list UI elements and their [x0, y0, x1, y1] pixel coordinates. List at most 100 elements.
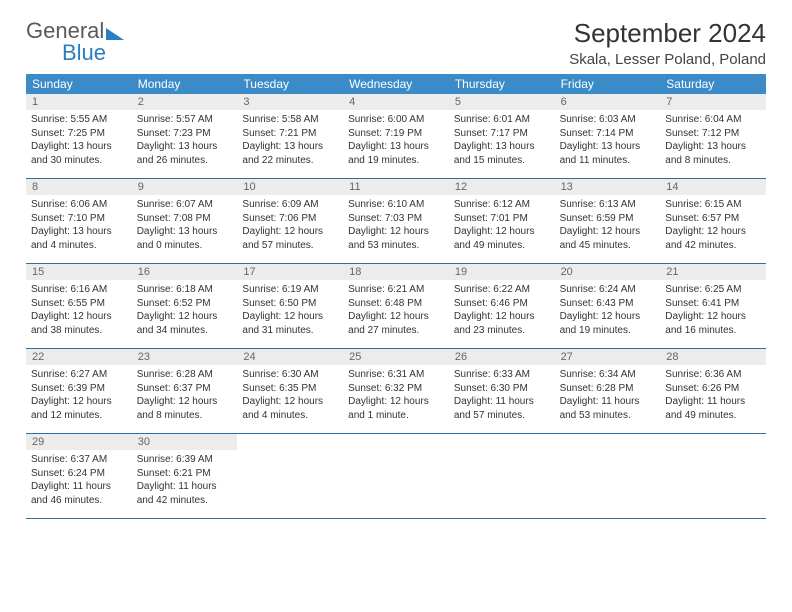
daylight-line: Daylight: 12 hours and 1 minute. — [348, 395, 444, 422]
day-number: 27 — [555, 349, 661, 365]
daylight-line: Daylight: 12 hours and 23 minutes. — [454, 310, 550, 337]
day-body: Sunrise: 6:00 AMSunset: 7:19 PMDaylight:… — [343, 110, 449, 171]
day-cell: 26Sunrise: 6:33 AMSunset: 6:30 PMDayligh… — [449, 349, 555, 433]
daylight-line: Daylight: 13 hours and 26 minutes. — [137, 140, 233, 167]
sunset-line: Sunset: 7:12 PM — [665, 127, 761, 141]
sunset-line: Sunset: 6:59 PM — [560, 212, 656, 226]
sunrise-line: Sunrise: 6:12 AM — [454, 198, 550, 212]
day-number: 21 — [660, 264, 766, 280]
day-number: 11 — [343, 179, 449, 195]
day-body: Sunrise: 6:36 AMSunset: 6:26 PMDaylight:… — [660, 365, 766, 426]
month-title: September 2024 — [569, 18, 766, 49]
daylight-line: Daylight: 13 hours and 11 minutes. — [560, 140, 656, 167]
day-cell — [343, 434, 449, 518]
sunrise-line: Sunrise: 6:27 AM — [31, 368, 127, 382]
day-cell: 30Sunrise: 6:39 AMSunset: 6:21 PMDayligh… — [132, 434, 238, 518]
day-body: Sunrise: 6:16 AMSunset: 6:55 PMDaylight:… — [26, 280, 132, 341]
daylight-line: Daylight: 12 hours and 4 minutes. — [242, 395, 338, 422]
day-body: Sunrise: 6:21 AMSunset: 6:48 PMDaylight:… — [343, 280, 449, 341]
day-body: Sunrise: 5:58 AMSunset: 7:21 PMDaylight:… — [237, 110, 343, 171]
sunset-line: Sunset: 6:46 PM — [454, 297, 550, 311]
daylight-line: Daylight: 12 hours and 34 minutes. — [137, 310, 233, 337]
daylight-line: Daylight: 12 hours and 42 minutes. — [665, 225, 761, 252]
sunrise-line: Sunrise: 6:04 AM — [665, 113, 761, 127]
sunset-line: Sunset: 6:37 PM — [137, 382, 233, 396]
week-row: 29Sunrise: 6:37 AMSunset: 6:24 PMDayligh… — [26, 434, 766, 519]
day-cell: 11Sunrise: 6:10 AMSunset: 7:03 PMDayligh… — [343, 179, 449, 263]
day-cell: 19 Sunrise: 6:22 AMSunset: 6:46 PMDayligh… — [449, 264, 555, 348]
day-cell: 5Sunrise: 6:01 AMSunset: 7:17 PMDaylight… — [449, 94, 555, 178]
daylight-line: Daylight: 12 hours and 19 minutes. — [560, 310, 656, 337]
day-cell: 1Sunrise: 5:55 AMSunset: 7:25 PMDaylight… — [26, 94, 132, 178]
day-body: Sunrise: 6:25 AMSunset: 6:41 PMDaylight:… — [660, 280, 766, 341]
sunrise-line: Sunrise: 6:36 AM — [665, 368, 761, 382]
day-cell: 3Sunrise: 5:58 AMSunset: 7:21 PMDaylight… — [237, 94, 343, 178]
daylight-line: Daylight: 13 hours and 0 minutes. — [137, 225, 233, 252]
day-body: Sunrise: 6:19 AMSunset: 6:50 PMDaylight:… — [237, 280, 343, 341]
sunrise-line: Sunrise: 6:06 AM — [31, 198, 127, 212]
day-cell: 13Sunrise: 6:13 AMSunset: 6:59 PMDayligh… — [555, 179, 661, 263]
day-number: 25 — [343, 349, 449, 365]
week-row: 8Sunrise: 6:06 AMSunset: 7:10 PMDaylight… — [26, 179, 766, 264]
day-number: 13 — [555, 179, 661, 195]
day-number: 6 — [555, 94, 661, 110]
day-cell: 16Sunrise: 6:18 AMSunset: 6:52 PMDayligh… — [132, 264, 238, 348]
sunrise-line: Sunrise: 6:07 AM — [137, 198, 233, 212]
sunrise-line: Sunrise: 6:24 AM — [560, 283, 656, 297]
sunset-line: Sunset: 6:21 PM — [137, 467, 233, 481]
week-row: 15Sunrise: 6:16 AMSunset: 6:55 PMDayligh… — [26, 264, 766, 349]
day-cell: 4Sunrise: 6:00 AMSunset: 7:19 PMDaylight… — [343, 94, 449, 178]
sunset-line: Sunset: 6:39 PM — [31, 382, 127, 396]
daylight-line: Daylight: 12 hours and 12 minutes. — [31, 395, 127, 422]
day-body: Sunrise: 6:34 AMSunset: 6:28 PMDaylight:… — [555, 365, 661, 426]
day-body: Sunrise: 6:10 AMSunset: 7:03 PMDaylight:… — [343, 195, 449, 256]
sunrise-line: Sunrise: 6:21 AM — [348, 283, 444, 297]
daylight-line: Daylight: 13 hours and 15 minutes. — [454, 140, 550, 167]
day-number: 14 — [660, 179, 766, 195]
day-cell: 29Sunrise: 6:37 AMSunset: 6:24 PMDayligh… — [26, 434, 132, 518]
day-number: 19 — [449, 264, 555, 280]
sunset-line: Sunset: 6:55 PM — [31, 297, 127, 311]
day-number: 23 — [132, 349, 238, 365]
day-body: Sunrise: 6:06 AMSunset: 7:10 PMDaylight:… — [26, 195, 132, 256]
header: General Blue September 2024 Skala, Lesse… — [26, 18, 766, 68]
day-body: Sunrise: 6:13 AMSunset: 6:59 PMDaylight:… — [555, 195, 661, 256]
sunset-line: Sunset: 7:21 PM — [242, 127, 338, 141]
day-number: 29 — [26, 434, 132, 450]
sunrise-line: Sunrise: 6:25 AM — [665, 283, 761, 297]
day-body: Sunrise: 6:28 AMSunset: 6:37 PMDaylight:… — [132, 365, 238, 426]
daylight-line: Daylight: 12 hours and 49 minutes. — [454, 225, 550, 252]
daylight-line: Daylight: 12 hours and 53 minutes. — [348, 225, 444, 252]
day-body: Sunrise: 6:09 AMSunset: 7:06 PMDaylight:… — [237, 195, 343, 256]
daylight-line: Daylight: 12 hours and 38 minutes. — [31, 310, 127, 337]
daylight-line: Daylight: 12 hours and 45 minutes. — [560, 225, 656, 252]
day-number: 28 — [660, 349, 766, 365]
day-cell: 24Sunrise: 6:30 AMSunset: 6:35 PMDayligh… — [237, 349, 343, 433]
daylight-line: Daylight: 12 hours and 8 minutes. — [137, 395, 233, 422]
sunset-line: Sunset: 7:14 PM — [560, 127, 656, 141]
day-cell: 27Sunrise: 6:34 AMSunset: 6:28 PMDayligh… — [555, 349, 661, 433]
sunset-line: Sunset: 6:48 PM — [348, 297, 444, 311]
sunset-line: Sunset: 6:52 PM — [137, 297, 233, 311]
day-number: 30 — [132, 434, 238, 450]
day-number: 7 — [660, 94, 766, 110]
sunset-line: Sunset: 6:41 PM — [665, 297, 761, 311]
sunrise-line: Sunrise: 6:03 AM — [560, 113, 656, 127]
day-body: Sunrise: 6:39 AMSunset: 6:21 PMDaylight:… — [132, 450, 238, 511]
sunrise-line: Sunrise: 6:34 AM — [560, 368, 656, 382]
daylight-line: Daylight: 11 hours and 57 minutes. — [454, 395, 550, 422]
day-body: Sunrise: 5:55 AMSunset: 7:25 PMDaylight:… — [26, 110, 132, 171]
daylight-line: Daylight: 13 hours and 4 minutes. — [31, 225, 127, 252]
daylight-line: Daylight: 12 hours and 31 minutes. — [242, 310, 338, 337]
dayofweek-cell: Sunday — [26, 74, 132, 94]
daylight-line: Daylight: 12 hours and 16 minutes. — [665, 310, 761, 337]
day-body: Sunrise: 6:15 AMSunset: 6:57 PMDaylight:… — [660, 195, 766, 256]
day-cell — [660, 434, 766, 518]
dayofweek-cell: Saturday — [660, 74, 766, 94]
day-cell: 7Sunrise: 6:04 AMSunset: 7:12 PMDaylight… — [660, 94, 766, 178]
dayofweek-cell: Monday — [132, 74, 238, 94]
day-number: 15 — [26, 264, 132, 280]
sunset-line: Sunset: 7:10 PM — [31, 212, 127, 226]
sunset-line: Sunset: 7:25 PM — [31, 127, 127, 141]
sunrise-line: Sunrise: 6:22 AM — [454, 283, 550, 297]
